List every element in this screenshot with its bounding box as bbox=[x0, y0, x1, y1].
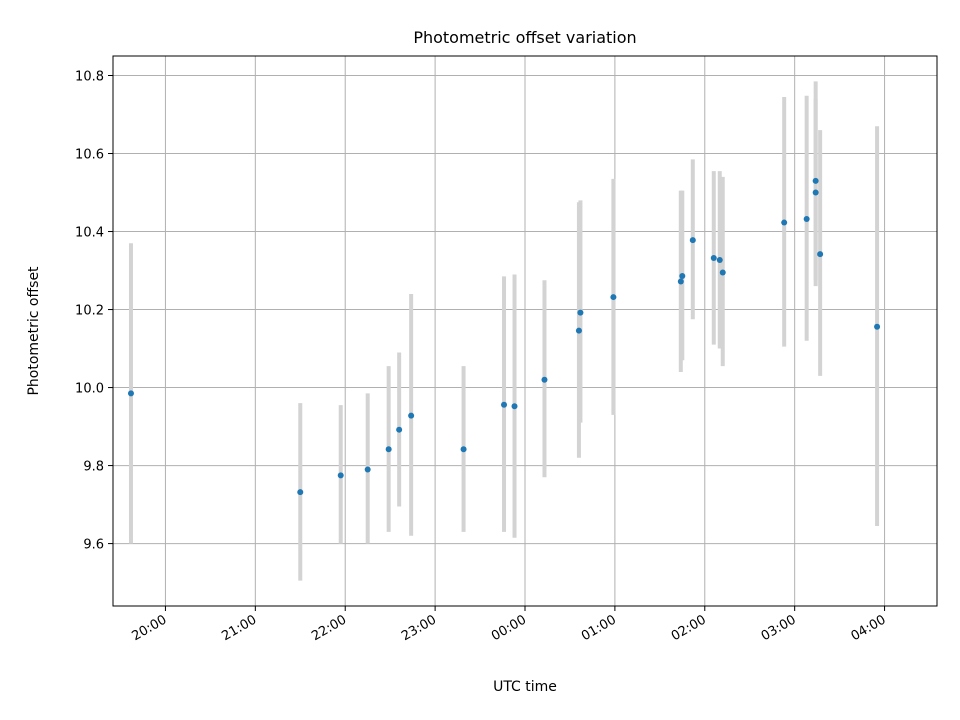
chart-title: Photometric offset variation bbox=[413, 28, 636, 47]
data-point bbox=[803, 216, 810, 223]
data-point bbox=[460, 446, 467, 453]
y-tick-label: 10.6 bbox=[75, 148, 104, 163]
data-point bbox=[874, 323, 881, 330]
data-point bbox=[385, 446, 392, 453]
data-point bbox=[716, 257, 723, 264]
data-point bbox=[781, 219, 788, 226]
data-point bbox=[812, 177, 819, 184]
data-point bbox=[575, 327, 582, 334]
data-point bbox=[679, 273, 686, 279]
data-points bbox=[127, 177, 881, 496]
data-point bbox=[297, 489, 304, 496]
data-point bbox=[408, 412, 415, 419]
data-point bbox=[501, 401, 508, 408]
data-point bbox=[719, 269, 726, 276]
data-point bbox=[364, 466, 371, 473]
data-point bbox=[689, 237, 696, 244]
grid bbox=[113, 56, 937, 606]
data-point bbox=[710, 255, 717, 262]
data-point bbox=[812, 189, 819, 196]
data-point bbox=[577, 309, 584, 316]
data-point bbox=[610, 294, 617, 301]
data-point bbox=[337, 472, 344, 479]
y-axis-label: Photometric offset bbox=[26, 266, 42, 396]
data-point bbox=[817, 251, 824, 258]
x-axis-label: UTC time bbox=[493, 679, 557, 695]
data-point bbox=[396, 426, 403, 433]
y-tick-label: 9.8 bbox=[83, 460, 104, 475]
y-axis-ticks: 9.6 9.8 10.0 10.2 10.4 10.6 10.8 bbox=[75, 70, 113, 553]
data-point bbox=[677, 278, 684, 285]
data-point bbox=[541, 376, 548, 383]
data-point bbox=[127, 390, 134, 397]
y-tick-label: 10.8 bbox=[75, 70, 104, 85]
y-tick-label: 10.2 bbox=[75, 304, 104, 319]
y-tick-label: 9.6 bbox=[83, 538, 104, 553]
y-tick-label: 10.4 bbox=[75, 226, 104, 241]
y-tick-label: 10.0 bbox=[75, 382, 104, 397]
data-point bbox=[511, 403, 518, 410]
